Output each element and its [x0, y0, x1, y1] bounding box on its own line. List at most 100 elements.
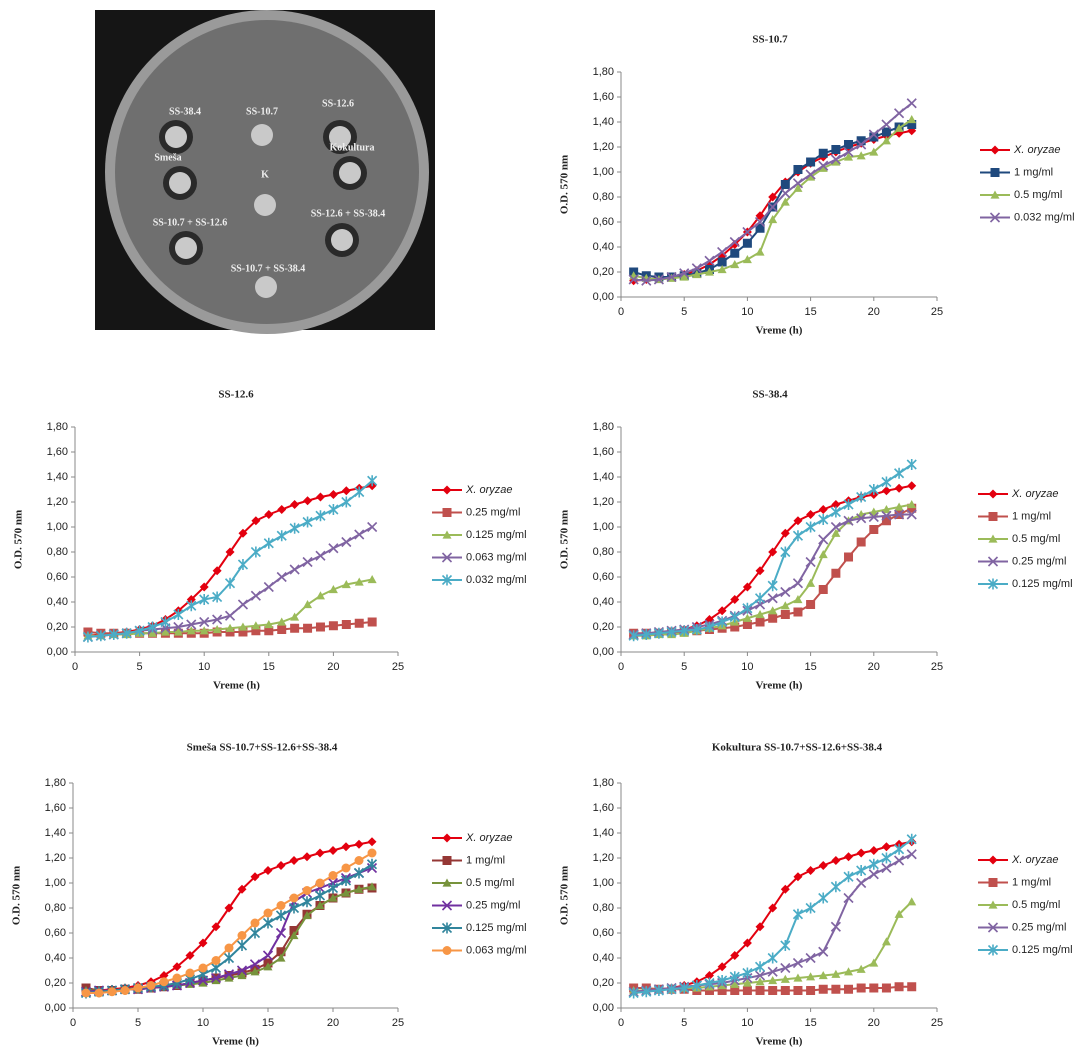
marker [717, 606, 727, 616]
marker [160, 616, 171, 628]
marker [704, 971, 714, 980]
marker [830, 881, 841, 893]
x-axis-label: Vreme (h) [213, 680, 260, 692]
legend-label: 0.25 mg/ml [466, 506, 520, 518]
disk [339, 162, 361, 184]
marker [263, 581, 274, 593]
y-tick-label: 0,20 [593, 977, 614, 989]
marker [869, 846, 879, 855]
marker [729, 236, 740, 248]
marker [881, 476, 892, 488]
legend-marker [990, 145, 1000, 155]
y-tick-label: 0,00 [47, 646, 68, 658]
marker [198, 963, 208, 973]
marker [224, 610, 236, 621]
marker [742, 978, 752, 987]
marker [250, 590, 261, 601]
marker [907, 982, 917, 992]
y-tick-label: 1,00 [47, 521, 68, 533]
legend-marker [987, 922, 999, 933]
x-tick-label: 5 [135, 1017, 141, 1029]
marker [628, 630, 639, 642]
marker [692, 270, 702, 279]
marker [185, 951, 195, 960]
marker [856, 491, 867, 503]
legend-label: 0.063 mg/ml [466, 551, 527, 563]
chart: SS-12.6 0,00 0,20 0,40 0,60 0,80 1,00 1,20 1,40 1… [13, 389, 527, 692]
marker [780, 940, 791, 951]
legend-marker [988, 489, 998, 499]
marker [805, 521, 816, 533]
marker [367, 575, 377, 584]
legend-marker [988, 855, 998, 865]
marker [907, 503, 917, 513]
marker [704, 621, 715, 633]
y-tick-label: 0,60 [593, 571, 614, 583]
x-tick-label: 5 [681, 306, 687, 318]
marker [302, 852, 312, 862]
y-tick-label: 0,40 [593, 241, 614, 253]
marker [328, 621, 338, 631]
x-tick-label: 15 [263, 661, 275, 673]
marker [302, 556, 313, 568]
marker [881, 852, 892, 864]
chart-title: SS-38.4 [752, 389, 788, 401]
marker [315, 878, 325, 888]
x-tick-label: 20 [327, 1017, 339, 1029]
legend-label: 0.25 mg/ml [466, 899, 520, 911]
chart-title: Smeša SS-10.7+SS-12.6+SS-38.4 [187, 742, 338, 754]
legend-label: 0.5 mg/ml [1014, 189, 1062, 201]
marker [894, 467, 905, 479]
marker [641, 275, 652, 286]
marker [236, 940, 248, 951]
marker [354, 486, 365, 498]
marker [341, 496, 352, 508]
marker [843, 146, 854, 158]
legend-marker [990, 168, 1000, 177]
marker [831, 145, 841, 154]
marker [249, 927, 261, 939]
legend-label: 0.5 mg/ml [466, 877, 514, 889]
series-line [87, 479, 373, 638]
y-tick-label: 0,40 [47, 596, 68, 608]
marker [742, 938, 752, 948]
marker [806, 172, 816, 181]
marker [173, 609, 184, 620]
marker [768, 547, 778, 557]
marker [666, 983, 677, 995]
chart: SS-38.4 0,00 0,20 0,40 0,60 0,80 1,00 1,20 1,40 1… [559, 389, 1073, 692]
marker [818, 505, 828, 514]
marker [881, 983, 891, 993]
legend-marker [442, 946, 452, 955]
x-tick-label: 15 [262, 1017, 274, 1029]
marker [894, 108, 905, 119]
marker [730, 260, 740, 269]
disk [254, 194, 276, 216]
marker [831, 568, 841, 578]
marker [780, 188, 791, 199]
marker [742, 226, 753, 238]
legend-marker [442, 856, 452, 865]
marker [717, 616, 728, 628]
marker [251, 516, 261, 526]
marker [212, 614, 223, 625]
x-axis-label: Vreme (h) [756, 325, 803, 337]
marker [186, 626, 196, 635]
marker [856, 848, 866, 858]
marker [768, 606, 778, 615]
marker [844, 140, 854, 149]
x-tick-label: 5 [681, 661, 687, 673]
marker [276, 901, 286, 910]
marker [328, 585, 338, 594]
x-tick-label: 10 [197, 1017, 209, 1029]
marker [806, 866, 816, 875]
marker [341, 536, 352, 548]
y-tick-label: 0,40 [593, 952, 614, 964]
marker [780, 884, 790, 894]
marker [704, 255, 715, 266]
marker [653, 627, 664, 639]
marker [264, 626, 274, 636]
x-tick-label: 10 [741, 1017, 753, 1029]
marker [907, 481, 917, 491]
x-tick-label: 0 [618, 306, 624, 318]
